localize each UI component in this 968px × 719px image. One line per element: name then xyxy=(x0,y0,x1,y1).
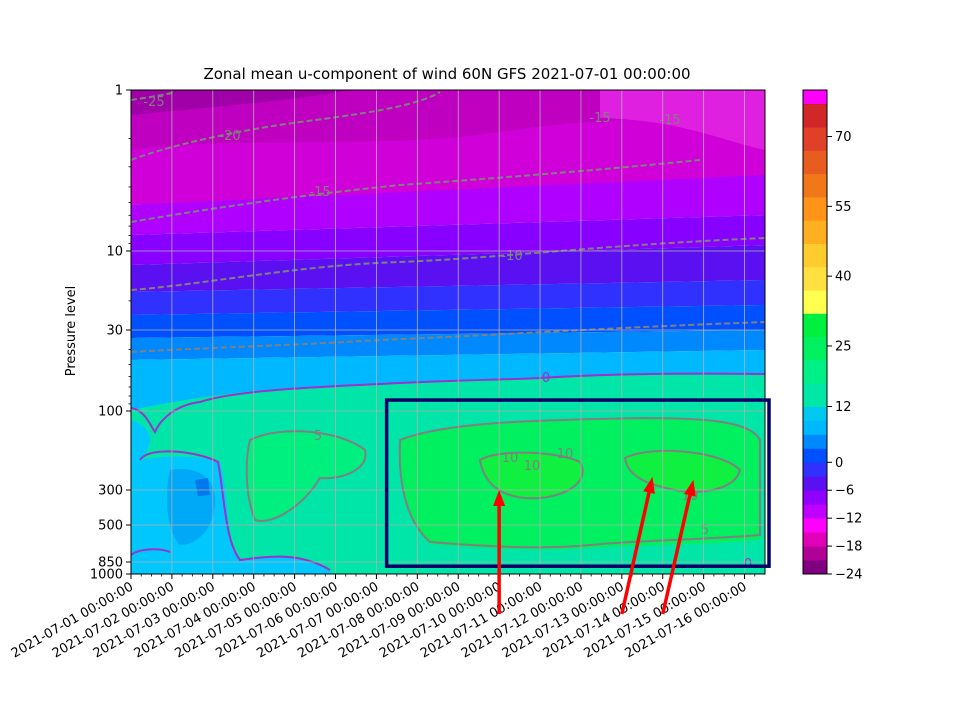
colorbar-segment xyxy=(803,336,827,361)
colorbar-segment xyxy=(803,420,827,435)
colorbar-segment xyxy=(803,359,827,384)
highlight-rectangle xyxy=(384,398,771,568)
colorbar-segment xyxy=(803,434,827,449)
y-tick-label: 1 xyxy=(115,84,123,99)
y-tick-label: 100 xyxy=(98,405,123,420)
colorbar-segment xyxy=(803,266,827,291)
colorbar-segment xyxy=(803,243,827,268)
patch-green-core-1 xyxy=(480,452,583,499)
colorbar-tick-label: 70 xyxy=(835,130,852,145)
colorbar-segment xyxy=(803,546,827,561)
colorbar-tick-label: −18 xyxy=(835,540,862,555)
colorbar-tick-label: 12 xyxy=(835,400,852,415)
colorbar-frame xyxy=(802,89,828,575)
contour-zero-surface-2 xyxy=(131,548,171,556)
y-tick-label: 850 xyxy=(98,556,123,571)
colorbar-tick-label: 25 xyxy=(835,339,852,354)
y-tick-label: 1000 xyxy=(90,568,123,583)
arrow-head xyxy=(493,490,506,506)
contour-minus-five xyxy=(131,321,765,353)
y-tick-label: 300 xyxy=(98,484,123,499)
colorbar-segment xyxy=(803,383,827,407)
colorbar-tick-label: 0 xyxy=(835,456,843,471)
band-violet-2 xyxy=(131,215,765,265)
contour-label: -15 xyxy=(309,185,330,200)
colorbar-segment xyxy=(803,173,827,198)
colorbar-segment xyxy=(803,490,827,505)
colorbar-tick-label: 40 xyxy=(835,270,852,285)
colorbar-segment xyxy=(803,532,827,547)
colorbar-segment xyxy=(803,90,827,104)
colorbar-segment xyxy=(803,462,827,477)
contour-label: 10 xyxy=(524,459,541,474)
patch-surface-deep xyxy=(195,478,210,496)
contour-label: 10 xyxy=(557,447,574,462)
contour-zero xyxy=(131,372,765,435)
colorbar-segment xyxy=(803,127,827,151)
contour-ten-2 xyxy=(623,449,742,493)
colorbar-tick-label: −24 xyxy=(835,568,862,583)
contour-five-early xyxy=(245,430,367,522)
colorbar-segment xyxy=(803,290,827,314)
contour-label: 5 xyxy=(314,429,322,444)
contour-label: -25 xyxy=(143,95,164,110)
colorbar-segment xyxy=(803,518,827,533)
colorbar: 70 55 40 25 12 0 −6 −12 −18 −24 xyxy=(802,89,862,583)
contour-label: 5 xyxy=(701,523,709,538)
colorbar-segment xyxy=(803,504,827,519)
contour-label: -15 xyxy=(589,111,610,126)
arrow-head xyxy=(684,479,696,497)
contour-label: -15 xyxy=(659,113,680,128)
y-tick-label: 10 xyxy=(106,245,123,260)
band-top-streaks xyxy=(600,90,765,150)
arrow-shaft xyxy=(661,494,692,615)
y-axis-label: Pressure level xyxy=(64,286,79,377)
y-tick-label: 30 xyxy=(106,324,123,339)
colorbar-segment xyxy=(803,406,827,421)
colorbar-segment xyxy=(803,103,827,128)
colorbar-segment xyxy=(803,560,827,575)
wind-field xyxy=(131,90,765,574)
band-top-streaks-2 xyxy=(131,90,350,115)
patch-green-core-2 xyxy=(625,450,740,492)
contour-label: 10 xyxy=(502,451,519,466)
contour-five-main xyxy=(398,416,761,549)
colorbar-tick-label: −12 xyxy=(835,512,862,527)
contour-minus-ten xyxy=(131,237,765,291)
band-blue-1 xyxy=(131,280,765,315)
colorbar-tick-label: 55 xyxy=(835,200,852,215)
colorbar-segment xyxy=(803,220,827,244)
colorbar-segment xyxy=(803,150,827,175)
grid xyxy=(130,89,765,575)
colorbar-segment xyxy=(803,197,827,221)
arrow-shaft xyxy=(620,492,651,615)
contour-label: -10 xyxy=(501,249,522,264)
annotations xyxy=(384,398,771,615)
contour-ten-1 xyxy=(478,451,584,500)
colorbar-segment xyxy=(803,313,827,338)
contour-minus-twenty-five xyxy=(131,91,176,101)
chart-title: Zonal mean u-component of wind 60N GFS 2… xyxy=(203,65,690,83)
colorbar-segment xyxy=(803,476,827,491)
arrow-head xyxy=(643,476,655,494)
colorbar-segment xyxy=(803,448,827,463)
contour-minus-twenty xyxy=(131,91,441,161)
contour-minus-fifteen xyxy=(131,159,701,223)
y-tick-label: 500 xyxy=(98,519,123,534)
band-indigo xyxy=(131,245,765,292)
contour-label: 0 xyxy=(542,371,550,386)
colorbar-tick-label: −6 xyxy=(835,484,854,499)
contour-zero-surface xyxy=(139,450,331,571)
contour-label: -20 xyxy=(219,129,240,144)
